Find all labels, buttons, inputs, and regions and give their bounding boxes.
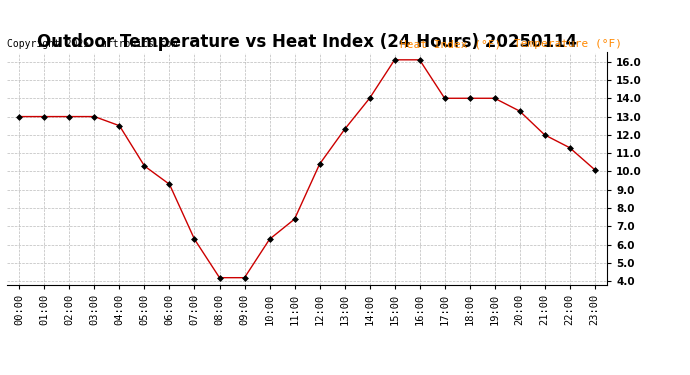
Text: Copyright 2025 Curtronics.com: Copyright 2025 Curtronics.com	[7, 39, 177, 50]
Text: Temperature (°F): Temperature (°F)	[514, 39, 622, 50]
Text: Heat Index (°F): Heat Index (°F)	[400, 39, 502, 50]
Title: Outdoor Temperature vs Heat Index (24 Hours) 20250114: Outdoor Temperature vs Heat Index (24 Ho…	[37, 33, 577, 51]
